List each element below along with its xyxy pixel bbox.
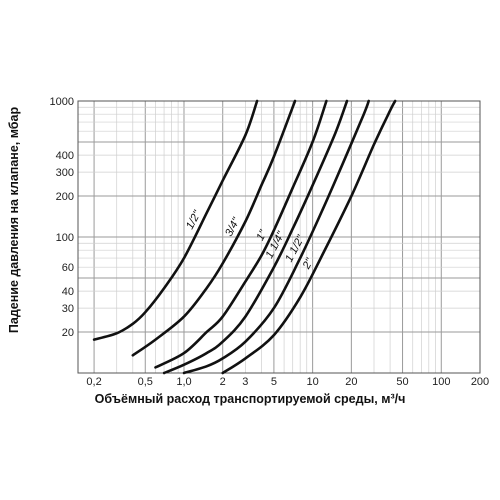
x-tick-label: 50	[396, 376, 408, 388]
y-tick-label: 300	[56, 167, 74, 179]
series-label: 3/4"	[223, 215, 243, 239]
x-tick-label: 200	[471, 376, 489, 388]
x-tick-label: 1,0	[176, 376, 191, 388]
series-curve	[92, 99, 259, 341]
grid-lines	[78, 101, 480, 373]
series-curve	[154, 99, 328, 369]
plot-border	[77, 100, 481, 374]
series-curve	[162, 99, 349, 375]
y-tick-label: 60	[62, 262, 74, 274]
x-tick-label: 20	[345, 376, 357, 388]
x-tick-label: 10	[307, 376, 319, 388]
series-curve	[131, 99, 297, 357]
y-tick-label: 200	[56, 191, 74, 203]
y-axis-label-container: Падение давления на клапане, мбар	[5, 70, 23, 370]
y-tick-label: 400	[56, 150, 74, 162]
x-tick-label: 100	[432, 376, 450, 388]
series-curve	[221, 99, 397, 375]
y-tick-label: 100	[56, 232, 74, 244]
series-curves	[92, 99, 397, 375]
x-tick-labels: 0,2 0,5 1,0 2 3 5 10 20 50 100 200	[86, 376, 489, 388]
x-tick-label: 0,5	[138, 376, 153, 388]
series-curve	[182, 99, 370, 375]
x-tick-label: 3	[242, 376, 248, 388]
y-axis-label: Падение давления на клапане, мбар	[7, 106, 21, 334]
y-tick-label: 1000	[50, 96, 74, 108]
series-label: 1/2"	[184, 208, 204, 232]
x-tick-label: 5	[271, 376, 277, 388]
y-tick-labels: 20 30 40 60 100 200 300 400 1000	[50, 96, 74, 339]
y-tick-label: 20	[62, 327, 74, 339]
plot-frame	[77, 100, 481, 374]
x-tick-label: 0,2	[86, 376, 101, 388]
y-tick-label: 30	[62, 303, 74, 315]
y-tick-label: 40	[62, 286, 74, 298]
x-axis-label: Объёмный расход транспортируемой среды, …	[94, 392, 406, 406]
x-tick-label: 2	[220, 376, 226, 388]
